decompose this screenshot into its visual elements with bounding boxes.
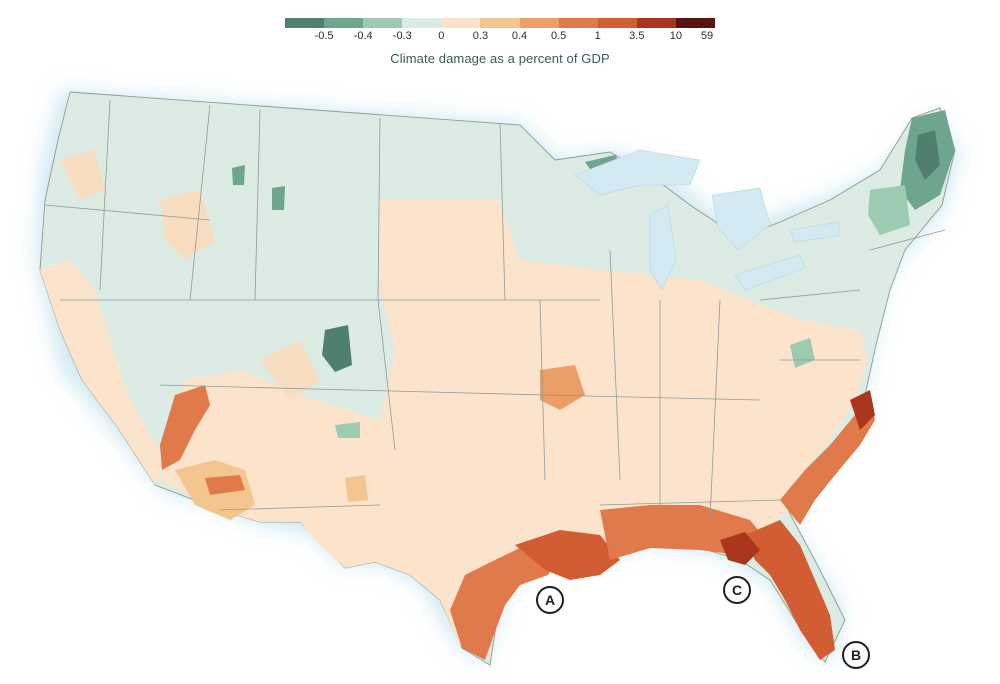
marker-c: C (723, 576, 751, 604)
marker-a-label: A (545, 592, 555, 608)
marker-b: B (842, 641, 870, 669)
legend-swatch-1 (324, 18, 364, 28)
maine-core-negative (915, 130, 940, 180)
appalachia-negative (790, 338, 815, 368)
new-england-negative (868, 185, 910, 235)
marker-b-label: B (851, 647, 861, 663)
lake-ontario (789, 221, 841, 243)
colorado-negative (322, 325, 352, 372)
legend-swatch-2 (363, 18, 403, 28)
legend: -0.5 -0.4 -0.3 0 0.3 0.4 0.5 1 3.5 10 59 Climate d… (0, 0, 1000, 70)
missouri-cluster (540, 365, 585, 410)
light-damage-zone (160, 200, 868, 660)
legend-tick-10: 59 (700, 30, 714, 42)
atlantic-southeast-damage (780, 395, 875, 525)
legend-title: Climate damage as a percent of GDP (390, 51, 610, 66)
legend-tick-9: 10 (669, 30, 683, 42)
legend-tick-2: -0.3 (392, 30, 412, 42)
us-county-climate-damage-map: A B C (35, 90, 960, 669)
lake-huron (711, 187, 771, 251)
legend-swatch-8 (597, 18, 637, 28)
legend-swatch-7 (558, 18, 598, 28)
west-coast-light-zone (40, 260, 165, 485)
legend-tick-8: 3.5 (629, 30, 645, 42)
marker-a: A (536, 586, 564, 614)
state-boundaries (44, 99, 946, 521)
legend-swatch-6 (519, 18, 559, 28)
texas-coast-damage (450, 540, 560, 660)
lake-superior (574, 149, 701, 196)
legend-tick-4: 0.3 (472, 30, 489, 42)
legend-tick-1: -0.4 (353, 30, 373, 42)
legend-tick-0: -0.5 (314, 30, 334, 42)
legend-swatch-3 (402, 18, 442, 28)
legend-color-scale (285, 18, 716, 28)
arizona-west-damage (160, 385, 210, 470)
outer-banks-damage (850, 390, 875, 430)
montana-negative (232, 165, 285, 210)
legend-swatch-9 (636, 18, 676, 28)
legend-tick-3: 0 (438, 30, 445, 42)
legend-swatch-0 (285, 18, 325, 28)
legend-tick-7: 1 (594, 30, 601, 42)
louisiana-coast-damage (515, 530, 620, 580)
florida-big-bend-damage (720, 532, 760, 565)
legend-tick-6: 0.5 (550, 30, 567, 42)
new-mexico-cluster (345, 475, 368, 502)
new-mexico-negative (335, 422, 360, 438)
northwest-light-patches (60, 150, 320, 400)
legend-swatch-5 (480, 18, 520, 28)
marker-c-label: C (732, 582, 742, 598)
lake-erie (734, 254, 806, 291)
legend-tick-5: 0.4 (511, 30, 528, 42)
lake-michigan (649, 204, 677, 291)
florida-peninsula-damage (745, 520, 835, 660)
legend-swatch-4 (441, 18, 481, 28)
arizona-core-damage (205, 475, 245, 495)
legend-swatch-10 (675, 18, 716, 28)
